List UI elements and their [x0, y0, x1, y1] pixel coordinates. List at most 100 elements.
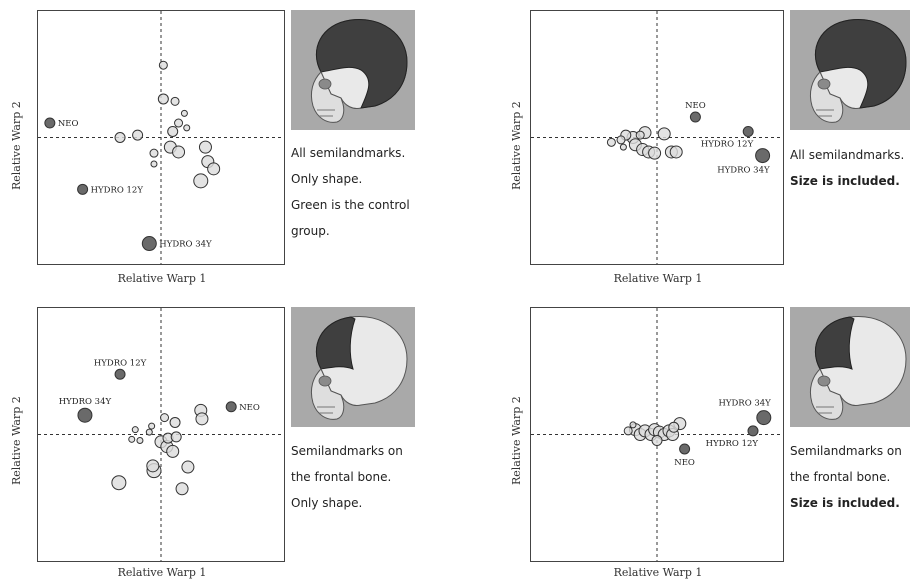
x-axis-label: Relative Warp 1	[117, 566, 207, 579]
skull-illustration	[809, 18, 907, 123]
teeth-shape	[816, 109, 834, 117]
skull-image	[790, 10, 910, 130]
control-point	[623, 426, 633, 436]
scatter-plot: NEO HYDRO 34Y HYDRO 12Y	[530, 307, 784, 562]
teeth-shape	[816, 406, 834, 414]
x-axis-label: Relative Warp 1	[613, 566, 703, 579]
scatter-plot: NEO HYDRO 12Y HYDRO 34Y	[530, 10, 784, 265]
point-label: HYDRO 34Y	[717, 166, 770, 176]
control-point	[148, 422, 156, 430]
patient-point	[141, 236, 157, 252]
control-point	[657, 127, 671, 141]
control-point	[619, 143, 627, 151]
caption: All semilandmarks. Size is included.	[790, 142, 904, 194]
control-point	[131, 426, 139, 434]
teeth-shape	[317, 109, 335, 117]
control-point	[606, 137, 616, 147]
skull-illustration	[809, 315, 907, 420]
control-point	[193, 173, 209, 189]
scatter-svg: NEO HYDRO 12Y HYDRO 34Y	[38, 308, 284, 561]
teeth-shape	[317, 406, 335, 414]
caption-line: the frontal bone.	[291, 470, 392, 484]
control-point	[170, 96, 180, 106]
control-point	[149, 148, 159, 158]
control-point	[198, 140, 212, 154]
control-point	[172, 145, 186, 159]
patient-point	[742, 125, 754, 137]
control-point	[180, 109, 188, 117]
point-label: NEO	[239, 403, 260, 413]
control-point	[166, 444, 180, 458]
point-label: HYDRO 12Y	[94, 358, 147, 368]
control-point	[669, 145, 683, 159]
patient-point	[77, 183, 89, 195]
control-point	[651, 435, 663, 447]
control-point	[635, 130, 645, 140]
y-axis-label: Relative Warp 2	[10, 396, 23, 485]
caption-line: Only shape.	[291, 496, 363, 510]
control-point	[167, 125, 179, 137]
control-point	[629, 421, 637, 429]
control-point	[114, 132, 126, 143]
caption-line: group.	[291, 224, 330, 238]
control-point	[181, 460, 195, 474]
patient-point	[679, 443, 691, 455]
caption-line: Semilandmarks on	[790, 444, 902, 458]
skull-illustration	[310, 18, 408, 123]
control-point	[111, 475, 127, 491]
highlight-region	[316, 18, 408, 109]
control-point	[169, 416, 181, 428]
control-point	[157, 93, 169, 105]
control-point	[668, 421, 680, 433]
control-point	[174, 118, 184, 128]
caption-line: Semilandmarks on	[291, 444, 403, 458]
orbit-shape	[318, 375, 332, 387]
point-label: HYDRO 12Y	[91, 185, 144, 195]
control-point	[170, 431, 182, 443]
skull-image	[291, 307, 415, 427]
point-label: HYDRO 12Y	[706, 439, 759, 449]
control-point	[132, 129, 144, 141]
patient-point	[114, 368, 126, 380]
point-label: HYDRO 12Y	[701, 139, 754, 149]
skull-illustration	[310, 315, 408, 420]
control-point	[195, 412, 209, 426]
orbit-shape	[817, 375, 831, 387]
orbit-shape	[318, 78, 332, 90]
caption-line: Size is included.	[790, 174, 900, 188]
caption-line: All semilandmarks.	[790, 148, 905, 162]
scatter-svg: NEO HYDRO 12Y HYDRO 34Y	[531, 11, 783, 264]
patient-point	[755, 148, 771, 164]
patient-point	[747, 425, 759, 437]
caption-line: Only shape.	[291, 172, 363, 186]
caption-line: All semilandmarks.	[291, 146, 406, 160]
orbit-shape	[817, 78, 831, 90]
point-label: HYDRO 34Y	[159, 240, 212, 250]
y-axis-label: Relative Warp 2	[10, 101, 23, 190]
caption-line: the frontal bone.	[790, 470, 891, 484]
caption-line: Green is the control	[291, 198, 410, 212]
control-point	[175, 482, 189, 496]
control-point	[648, 146, 662, 160]
y-axis-label: Relative Warp 2	[510, 101, 523, 190]
control-point	[616, 135, 626, 145]
control-point	[146, 459, 160, 473]
control-point	[158, 60, 168, 70]
point-label: HYDRO 34Y	[59, 397, 112, 407]
patient-point	[77, 407, 93, 423]
scatter-plot: NEO HYDRO 12Y HYDRO 34Y	[37, 307, 285, 562]
control-point	[160, 413, 170, 423]
y-axis-label: Relative Warp 2	[510, 396, 523, 485]
highlight-region	[815, 316, 855, 370]
scatter-plot: NEO HYDRO 12Y HYDRO 34Y	[37, 10, 285, 265]
highlight-region	[815, 18, 907, 109]
caption-line: Size is included.	[790, 496, 900, 510]
highlight-region	[316, 316, 356, 370]
scatter-svg: NEO HYDRO 34Y HYDRO 12Y	[531, 308, 783, 561]
patient-point	[756, 410, 772, 426]
patient-point	[689, 111, 701, 123]
point-label: NEO	[685, 101, 706, 111]
skull-image	[291, 10, 415, 130]
caption: All semilandmarks. Only shape. Green is th…	[291, 140, 410, 244]
scatter-svg: NEO HYDRO 12Y HYDRO 34Y	[38, 11, 284, 264]
